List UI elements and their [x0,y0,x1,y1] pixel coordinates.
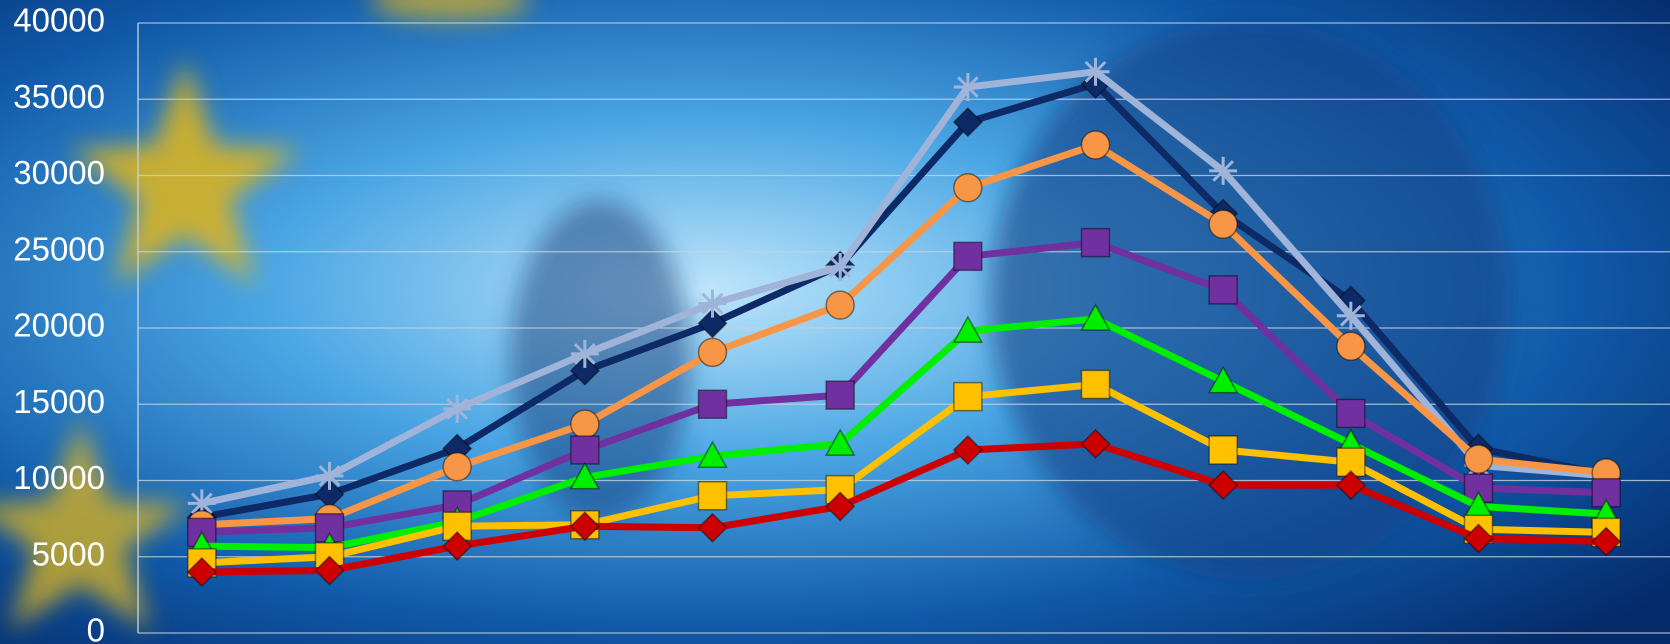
series-line [201,141,1607,529]
point [1080,130,1111,160]
point [1080,227,1111,258]
point [1209,156,1238,185]
point [314,555,345,586]
point [1080,303,1111,331]
series-line [201,68,1607,507]
point [953,73,982,102]
series-line [201,315,1607,552]
y-tick-label: 30000 [13,154,105,191]
point [1463,523,1494,554]
y-tick-label: 5000 [32,535,105,572]
point [697,440,728,469]
series-line [201,380,1607,567]
point [953,241,983,272]
point [570,339,599,368]
point [1336,301,1365,330]
point [1591,526,1622,557]
point [570,409,600,439]
point [186,556,217,588]
point [1336,331,1366,362]
point [953,381,983,412]
point [569,461,601,490]
point [952,315,984,343]
point [1463,444,1494,474]
point [1081,57,1110,86]
point [1080,369,1111,400]
y-tick-label: 20000 [13,307,105,344]
series-line [201,239,1607,536]
point [697,481,728,511]
point [570,435,600,465]
point [1208,209,1238,240]
point [824,428,856,456]
point [697,337,728,368]
point [442,452,472,482]
point [697,308,728,339]
point [1207,365,1239,394]
point [443,394,472,423]
y-tick-label: 25000 [13,230,105,267]
y-tick-label: 0 [87,612,105,644]
y-tick-label: 35000 [13,78,105,115]
point [1336,398,1366,429]
y-tick-label: 15000 [13,383,105,420]
point [187,489,216,518]
point [825,290,855,320]
point [1208,275,1238,305]
point [315,461,344,490]
point [952,107,983,138]
point [698,289,727,318]
point [952,434,983,466]
point [569,355,600,386]
point [697,512,728,543]
point [825,380,855,410]
point [1208,435,1238,465]
point [697,389,728,419]
point [569,511,600,542]
point [826,253,855,281]
point [442,531,473,562]
y-tick-label: 10000 [13,459,105,496]
series-line [201,440,1607,576]
point [953,172,983,203]
point [1080,428,1111,459]
y-tick-label: 40000 [13,2,105,39]
series-line [201,80,1607,521]
point [1208,470,1239,501]
point [825,491,856,522]
point [1335,470,1366,501]
